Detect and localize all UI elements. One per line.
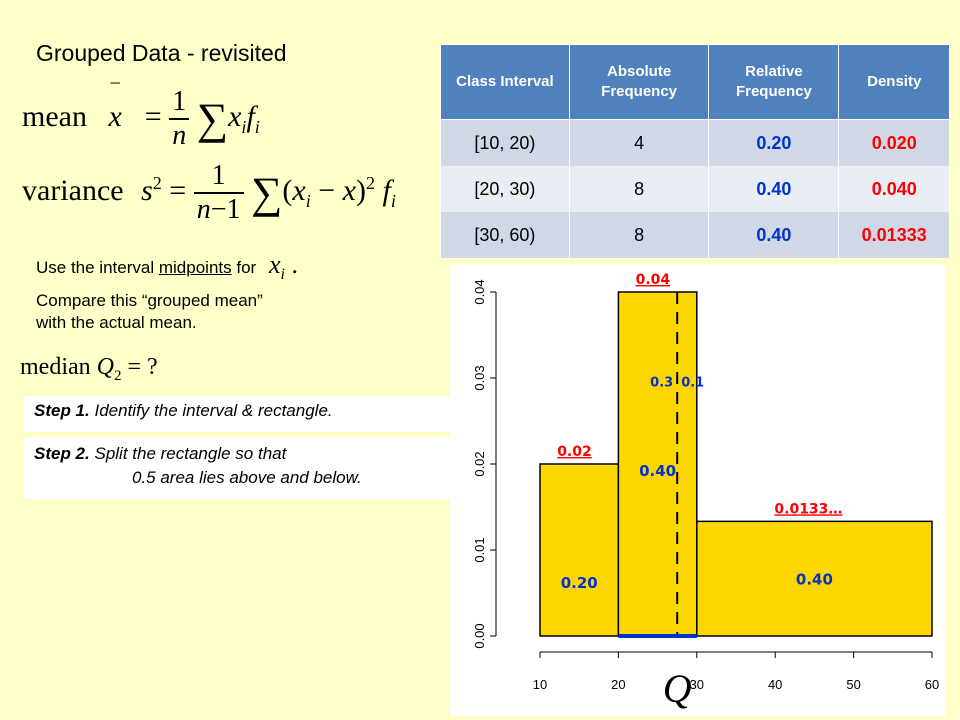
step1-box: Step 1. Identify the interval & rectangl… [24,396,458,432]
cell-relative: 0.20 [708,119,840,166]
median-suffix: = ? [127,354,158,380]
cell-relative: 0.40 [708,166,840,212]
mean-label: mean [22,99,87,133]
midpoints-word: midpoints [158,258,232,277]
cell-interval: [20, 30) [440,166,570,212]
x-tick-label: 10 [533,677,547,692]
cell-interval: [30, 60) [440,212,570,258]
midpoints-suffix: for [236,258,257,277]
step2-label: Step 2. [34,444,90,463]
compare-line2: with the actual mean. [36,313,197,332]
density-label: 0.04 [636,272,671,288]
cell-relative: 0.40 [708,212,840,258]
cell-interval: [10, 20) [440,119,570,166]
median-label: median [20,354,91,380]
density-label: 0.0133… [774,501,842,517]
split-right-label: 0.1 [681,376,704,391]
area-label: 0.20 [561,574,598,592]
table-header: Class Interval Absolute Frequency Relati… [440,44,950,120]
cell-absolute: 4 [568,119,710,166]
step2-line2: 0.5 area lies above and below. [132,468,362,487]
histogram-bar [539,463,620,637]
y-tick-label: 0.04 [472,279,487,304]
area-label: 0.40 [796,570,833,588]
midpoints-note: Use the interval midpoints for xi . [36,250,298,284]
y-tick-label: 0.01 [472,537,487,562]
x-tick-label: 50 [846,677,860,692]
y-tick-label: 0.02 [472,451,487,476]
chart-background [450,264,946,716]
x-tick-label: 20 [611,677,625,692]
y-tick-label: 0.03 [472,365,487,390]
histogram-bar [617,291,698,637]
page-title: Grouped Data - revisited [36,40,287,66]
split-left-label: 0.3 [650,376,673,391]
variance-formula: variance s2 = 1 n−1 ∑(xi − x)2 fi [22,160,396,225]
area-label: 0.40 [639,462,676,480]
col-relative-frequency: Relative Frequency [708,44,840,120]
frequency-table: Class Interval Absolute Frequency Relati… [440,44,950,258]
step1-label: Step 1. [34,401,90,420]
density-histogram: 0.00 0.01 0.02 0.03 0.04 10 20 30 40 50 60 0.02 0.2… [450,264,946,716]
density-label: 0.02 [557,444,592,460]
col-absolute-frequency: Absolute Frequency [568,44,710,120]
x-tick-label: 40 [768,677,782,692]
step2-box: Step 2. Split the rectangle so that 0.5 … [24,437,458,499]
step1-text: Identify the interval & rectangle. [94,401,333,420]
variance-label: variance [22,173,124,207]
step2-line1: Split the rectangle so that [94,444,287,463]
table-row: [20, 30) 8 0.40 0.040 [440,166,950,212]
cell-density: 0.01333 [838,212,950,258]
x-tick-label: 60 [925,677,939,692]
table-row: [10, 20) 4 0.20 0.020 [440,119,950,166]
cell-density: 0.020 [838,119,950,166]
compare-note: Compare this “grouped mean” with the act… [36,290,263,334]
median-q-marker: Q [663,666,692,711]
cell-density: 0.040 [838,166,950,212]
cell-absolute: 8 [568,166,710,212]
compare-line1: Compare this “grouped mean” [36,291,263,310]
median-formula: median Q2 = ? [20,354,158,384]
midpoints-prefix: Use the interval [36,258,155,277]
x-tick-label: 30 [690,677,704,692]
histogram-bar [696,520,933,637]
table-row: [30, 60) 8 0.40 0.01333 [440,212,950,258]
col-density: Density [838,44,950,120]
y-tick-label: 0.00 [472,623,487,648]
col-class-interval: Class Interval [440,44,570,120]
cell-absolute: 8 [568,212,710,258]
